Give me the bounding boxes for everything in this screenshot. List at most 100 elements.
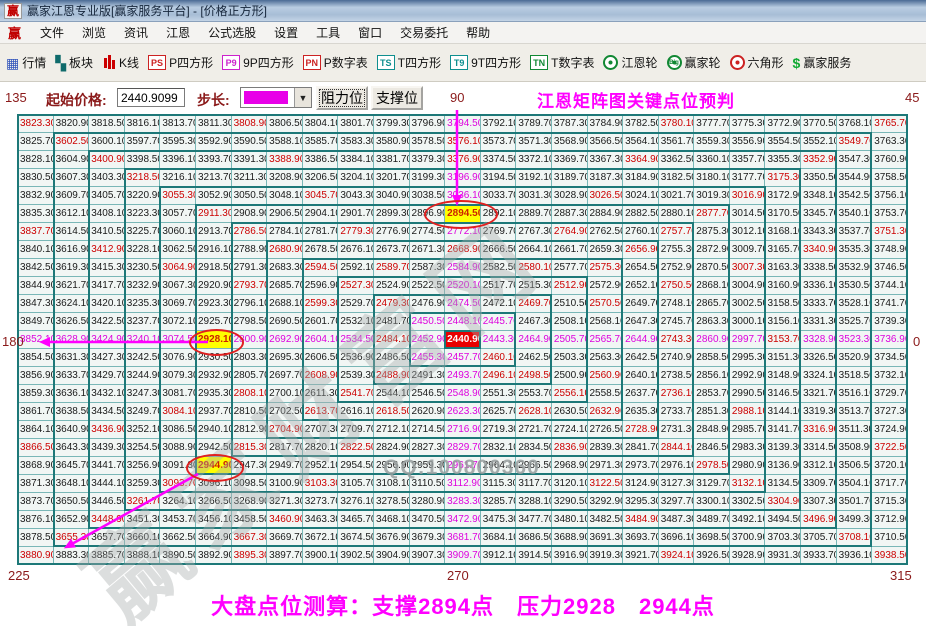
grid-cell: 3153.70 [765,331,802,349]
support-button[interactable]: 支撑位 [371,86,423,110]
grid-cell: 2848.90 [694,421,730,439]
grid-cell: 2527.30 [338,277,374,295]
grid-cell: 3048.10 [267,187,303,205]
grid-cell: 3393.70 [195,151,232,169]
grid-cell: 3170.50 [765,205,802,223]
grid-cell: 3261.70 [124,493,161,511]
grid-cell: 2510.50 [551,295,588,313]
grid-cell: 3242.50 [124,349,161,367]
grid-cell: 2820.10 [302,439,339,457]
grid-cell: 2748.10 [658,295,695,313]
grid-cell: 3936.10 [836,547,873,565]
grid-cell: 2851.30 [694,403,730,421]
toolbar-item-gann-wheel[interactable]: 江恩轮 [603,54,658,71]
grid-cell: 3163.30 [765,259,802,277]
grid-cell: 3350.50 [801,169,837,187]
grid-cell: 2944.90 [195,457,232,475]
grid-cell: 3110.50 [409,475,446,493]
grid-cell: 2448.10 [445,313,481,331]
grid-cell: 3290.50 [551,493,588,511]
toolbar-item-service[interactable]: $ 赢家服务 [793,54,852,71]
grid-cell: 3880.90 [18,547,54,565]
toolbar-item-hexagon[interactable]: 六角形 [729,54,784,71]
resistance-button[interactable]: 阻力位 [316,86,368,110]
grid-cell: 2664.10 [516,241,552,259]
toolbar-item-p-table[interactable]: PN P数字表 [302,54,368,71]
grid-cell: 2772.10 [445,223,481,241]
grid-cell: 3472.90 [445,511,481,529]
grid-cell: 3640.90 [53,421,90,439]
grid-cell: 2760.10 [623,223,659,241]
menu-logo-icon[interactable]: 赢 [8,26,22,41]
menu-item[interactable]: 江恩 [166,26,191,40]
toolbar-item-label: 行情 [22,56,47,70]
toolbar-item-kline[interactable]: K线 [102,54,139,71]
grid-cell: 3662.50 [160,529,196,547]
gann-wheel-icon [603,55,619,70]
step-dropdown[interactable]: ▼ [240,87,312,108]
toolbar-item-p-square[interactable]: PS P四方形 [148,54,213,71]
grid-cell: 3676.90 [373,529,410,547]
grid-cell: 3117.70 [516,475,552,493]
toolbar-item-t-table[interactable]: TN T数字表 [530,54,594,71]
grid-cell: 3724.90 [872,421,908,439]
toolbar-item-t-square[interactable]: TS T四方形 [376,54,441,71]
chevron-down-icon[interactable]: ▼ [294,88,311,107]
grid-cell: 3758.50 [872,169,908,187]
grid-cell: 3736.90 [872,331,908,349]
grid-cell: 3072.10 [160,313,196,331]
menu-item[interactable]: 窗口 [358,26,383,40]
grid-cell: 3477.70 [516,511,552,529]
menu-item[interactable]: 文件 [40,26,65,40]
grid-cell: 3021.70 [658,187,695,205]
grid-cell: 3645.70 [53,457,90,475]
grid-cell: 3868.90 [18,457,54,475]
grid-cell: 3271.30 [267,493,303,511]
grid-cell: 3482.50 [587,511,624,529]
toolbar-item-9t-square[interactable]: T9 9T四方形 [450,54,521,71]
menu-item[interactable]: 公式选股 [208,26,257,40]
app-logo-icon: 赢 [4,2,23,19]
grid-cell: 2872.90 [694,241,730,259]
menu-item[interactable]: 交易委托 [400,26,449,40]
grid-cell: 3705.70 [801,529,837,547]
grid-cell: 2808.10 [231,385,268,403]
grid-cell: 3619.30 [53,259,90,277]
grid-cell: 3494.50 [765,511,802,529]
menu-item[interactable]: 设置 [274,26,299,40]
menu-item[interactable]: 帮助 [466,26,491,40]
p-square-icon: PS [148,55,167,70]
toolbar-item-sectors[interactable]: ▚ 板块 [55,54,93,71]
start-price-input[interactable] [117,88,185,107]
grid-cell: 2613.70 [302,403,339,421]
grid-cell: 2604.10 [302,331,339,349]
grid-cell: 2464.90 [516,331,552,349]
toolbar-item-quotes[interactable]: ▦ 行情 [6,54,46,71]
grid-cell: 2786.50 [231,223,268,241]
grid-cell: 3667.30 [231,529,268,547]
grid-cell: 3842.50 [18,259,54,277]
9p-square-icon: P9 [222,55,241,70]
grid-cell: 2611.30 [302,385,339,403]
toolbar-item-9p-square[interactable]: P9 9P四方形 [222,54,294,71]
grid-cell: 2824.90 [373,439,410,457]
grid-cell: 2800.90 [231,331,268,349]
grid-cell: 3031.30 [516,187,552,205]
quotes-icon: ▦ [6,54,20,71]
grid-cell: 3465.70 [338,511,374,529]
grid-cell: 3784.90 [587,115,624,133]
grid-cell: 2474.50 [445,295,481,313]
grid-cell: 2968.90 [551,457,588,475]
menu-item[interactable]: 工具 [316,26,341,40]
grid-cell: 3139.30 [765,439,802,457]
grid-cell: 2942.50 [195,439,232,457]
grid-cell: 3405.70 [89,187,125,205]
grid-cell: 3806.50 [267,115,303,133]
grid-cell: 3544.90 [836,169,873,187]
menu-item[interactable]: 资讯 [124,26,149,40]
grid-cell: 2652.10 [623,277,659,295]
grid-cell: 3338.50 [801,259,837,277]
toolbar-item-winner-wheel[interactable]: Big 赢家轮 [666,54,721,71]
page-title: 江恩矩阵图关键点位预判 [537,92,735,111]
menu-item[interactable]: 浏览 [82,26,107,40]
